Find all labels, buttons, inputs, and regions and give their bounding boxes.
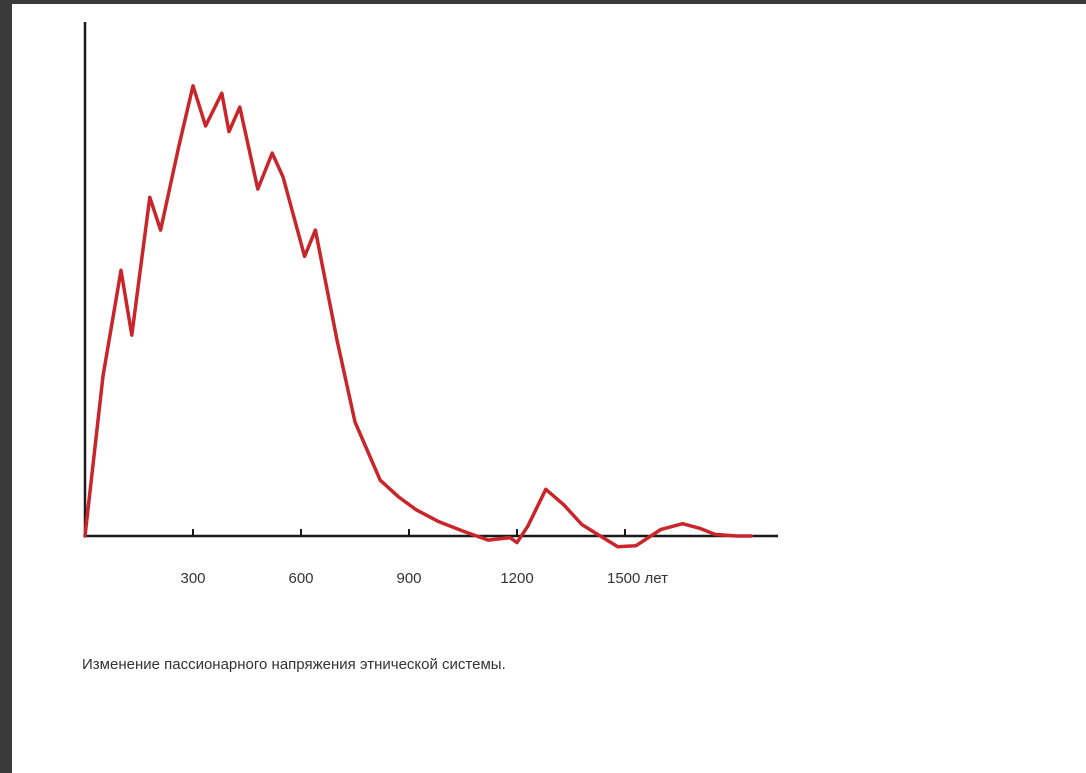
line-chart: 300 600 900 1200 1500 лет	[83, 22, 778, 587]
x-tick-label-1200: 1200	[500, 570, 533, 587]
series-line-passionarity	[83, 84, 753, 549]
chart-caption: Изменение пассионарного напряжения этнич…	[82, 656, 506, 673]
x-tick-label-600: 600	[288, 570, 313, 587]
x-axis-ticks	[192, 529, 626, 536]
chart-page: 300 600 900 1200 1500 лет Изменение пассиона…	[12, 4, 1086, 773]
x-tick-label-300: 300	[180, 570, 205, 587]
x-tick-label-1500: 1500 лет	[607, 570, 668, 587]
x-axis-tick-labels: 300 600 900 1200 1500 лет	[180, 570, 668, 587]
x-tick-label-900: 900	[396, 570, 421, 587]
